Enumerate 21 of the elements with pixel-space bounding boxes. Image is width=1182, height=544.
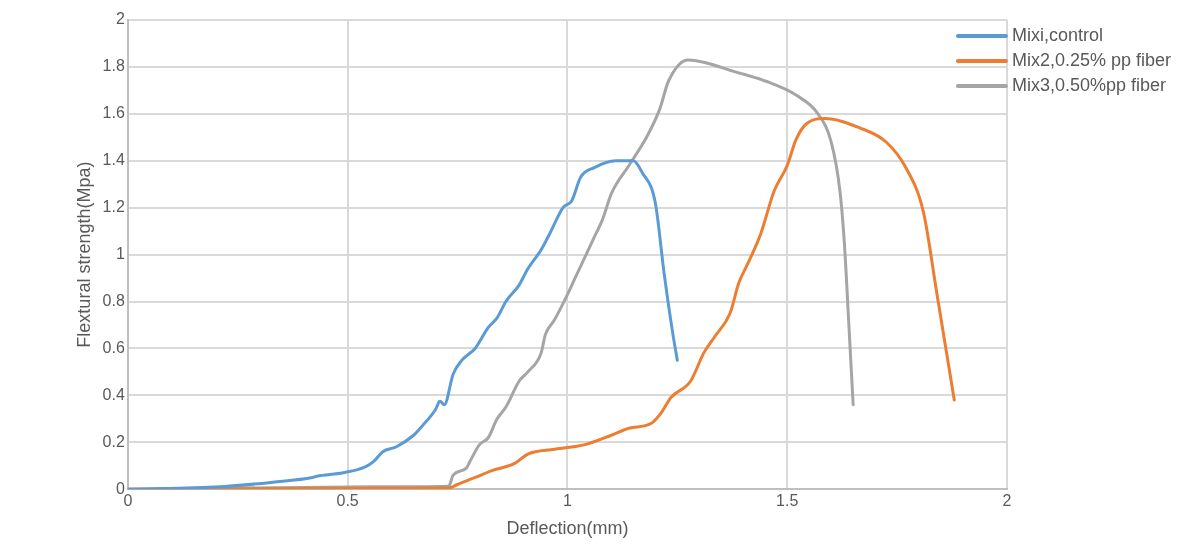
y-tick-label: 1: [115, 245, 125, 263]
y-tick-label: 0: [115, 479, 125, 497]
y-tick-label: 1.2: [102, 198, 125, 216]
y-tick-label: 0.2: [102, 432, 125, 450]
y-axis-title: Flextural strength(Mpa): [73, 161, 94, 348]
y-tick-label: 0.6: [102, 338, 125, 356]
legend-label: Mix2,0.25% pp fiber: [1011, 49, 1172, 70]
y-tick-label: 1.6: [102, 104, 125, 122]
x-tick-label: 2: [1002, 492, 1012, 510]
y-tick-label: 0.4: [102, 385, 125, 403]
legend-label: Mixi,control: [1011, 24, 1103, 45]
line-series: [127, 159, 679, 490]
y-tick-label: 0.8: [102, 291, 125, 309]
x-axis-title: Deflection(mm): [506, 518, 629, 539]
y-tick-label: 2: [115, 10, 125, 28]
x-tick-label: 1.5: [776, 492, 799, 510]
x-tick-label: 0.5: [336, 492, 359, 510]
legend-label: Mix3,0.50%pp fiber: [1011, 74, 1167, 95]
y-tick-label: 1.8: [102, 57, 125, 75]
x-tick-label: 1: [562, 492, 572, 510]
y-tick-label: 1.4: [102, 151, 125, 169]
